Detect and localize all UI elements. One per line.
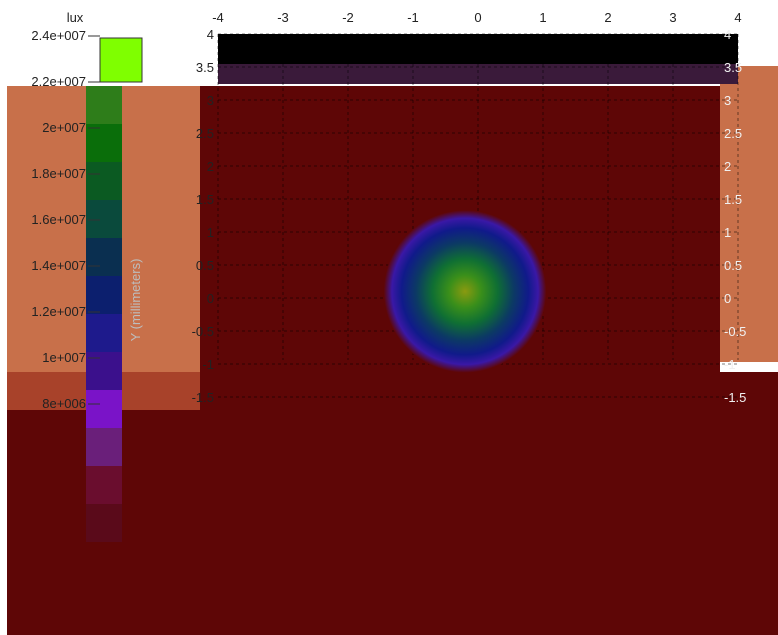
x-tick-label: 0 xyxy=(474,10,481,25)
right-tick-label: -0.5 xyxy=(724,324,746,339)
x-tick-label: -4 xyxy=(212,10,224,25)
colorbar-tick-label: 2e+007 xyxy=(42,120,86,135)
colorbar-tick-labels: 2.4e+007 2.2e+007 2e+007 1.8e+007 1.6e+007 1.… xyxy=(31,28,100,411)
colorbar-swatch xyxy=(86,504,122,542)
colorbar-swatch xyxy=(86,466,122,504)
y-tick-label: 0 xyxy=(207,291,214,306)
right-panel xyxy=(720,66,778,362)
right-tick-label: 1.5 xyxy=(724,192,742,207)
right-tick-label: 0 xyxy=(724,291,731,306)
y-tick-label: 3 xyxy=(207,93,214,108)
colorbar-swatch xyxy=(86,428,122,466)
x-tick-label: 2 xyxy=(604,10,611,25)
colorbar-tick-label: 1.8e+007 xyxy=(31,166,86,181)
colorbar-tick-label: 1.6e+007 xyxy=(31,212,86,227)
x-tick-label: -1 xyxy=(407,10,419,25)
colorbar-tick-label: 8e+006 xyxy=(42,396,86,411)
right-tick-label: 4 xyxy=(724,27,731,42)
light-spot xyxy=(383,210,547,373)
x-tick-labels: -4 -3 -2 -1 0 1 2 3 4 xyxy=(212,10,741,25)
y-tick-labels: 4 3.5 3 2.5 2 1.5 1 0.5 0 -0.5 -1 -1.5 xyxy=(192,27,214,405)
colorbar-tick-label: 1.4e+007 xyxy=(31,258,86,273)
y-tick-label: 3.5 xyxy=(196,60,214,75)
y-tick-label: 1 xyxy=(207,225,214,240)
colorbar-swatch xyxy=(86,390,122,428)
y-tick-label: -0.5 xyxy=(192,324,214,339)
colorbar-swatch xyxy=(99,37,143,83)
colorbar-swatch xyxy=(86,276,122,314)
colorbar-unit: lux xyxy=(67,10,84,25)
colorbar-tick-label: 1e+007 xyxy=(42,350,86,365)
colorbar-tick-label: 2.4e+007 xyxy=(31,28,86,43)
x-tick-label: 4 xyxy=(734,10,741,25)
right-tick-labels: 4 3.5 3 2.5 2 1.5 1 0.5 0 -0.5 -1 -1.5 xyxy=(724,27,746,405)
x-tick-label: 1 xyxy=(539,10,546,25)
colorbar-swatch xyxy=(86,162,122,200)
colorbar-swatch xyxy=(86,124,122,162)
colorbar-tick-label: 1.2e+007 xyxy=(31,304,86,319)
y-tick-label: 1.5 xyxy=(196,192,214,207)
colorbar-swatch xyxy=(86,86,122,124)
right-tick-label: 3.5 xyxy=(724,60,742,75)
right-tick-label: -1 xyxy=(724,357,736,372)
right-tick-label: 2 xyxy=(724,159,731,174)
right-tick-label: 0.5 xyxy=(724,258,742,273)
right-tick-label: 2.5 xyxy=(724,126,742,141)
right-tick-label: -1.5 xyxy=(724,390,746,405)
colorbar-swatch xyxy=(86,314,122,352)
y-tick-label: 2.5 xyxy=(196,126,214,141)
colorbar-swatch xyxy=(86,200,122,238)
colorbar-tick-label: 2.2e+007 xyxy=(31,74,86,89)
y-tick-label: -1.5 xyxy=(192,390,214,405)
y-axis-title: Y (millimeters) xyxy=(128,259,143,342)
y-tick-label: -1 xyxy=(202,357,214,372)
colorbar-swatch xyxy=(86,238,122,276)
x-tick-label: -3 xyxy=(277,10,289,25)
y-tick-label: 0.5 xyxy=(196,258,214,273)
y-tick-label: 4 xyxy=(207,27,214,42)
x-tick-label: 3 xyxy=(669,10,676,25)
x-tick-label: -2 xyxy=(342,10,354,25)
right-tick-label: 1 xyxy=(724,225,731,240)
y-tick-label: 2 xyxy=(207,159,214,174)
right-tick-label: 3 xyxy=(724,93,731,108)
colorbar xyxy=(86,37,143,542)
